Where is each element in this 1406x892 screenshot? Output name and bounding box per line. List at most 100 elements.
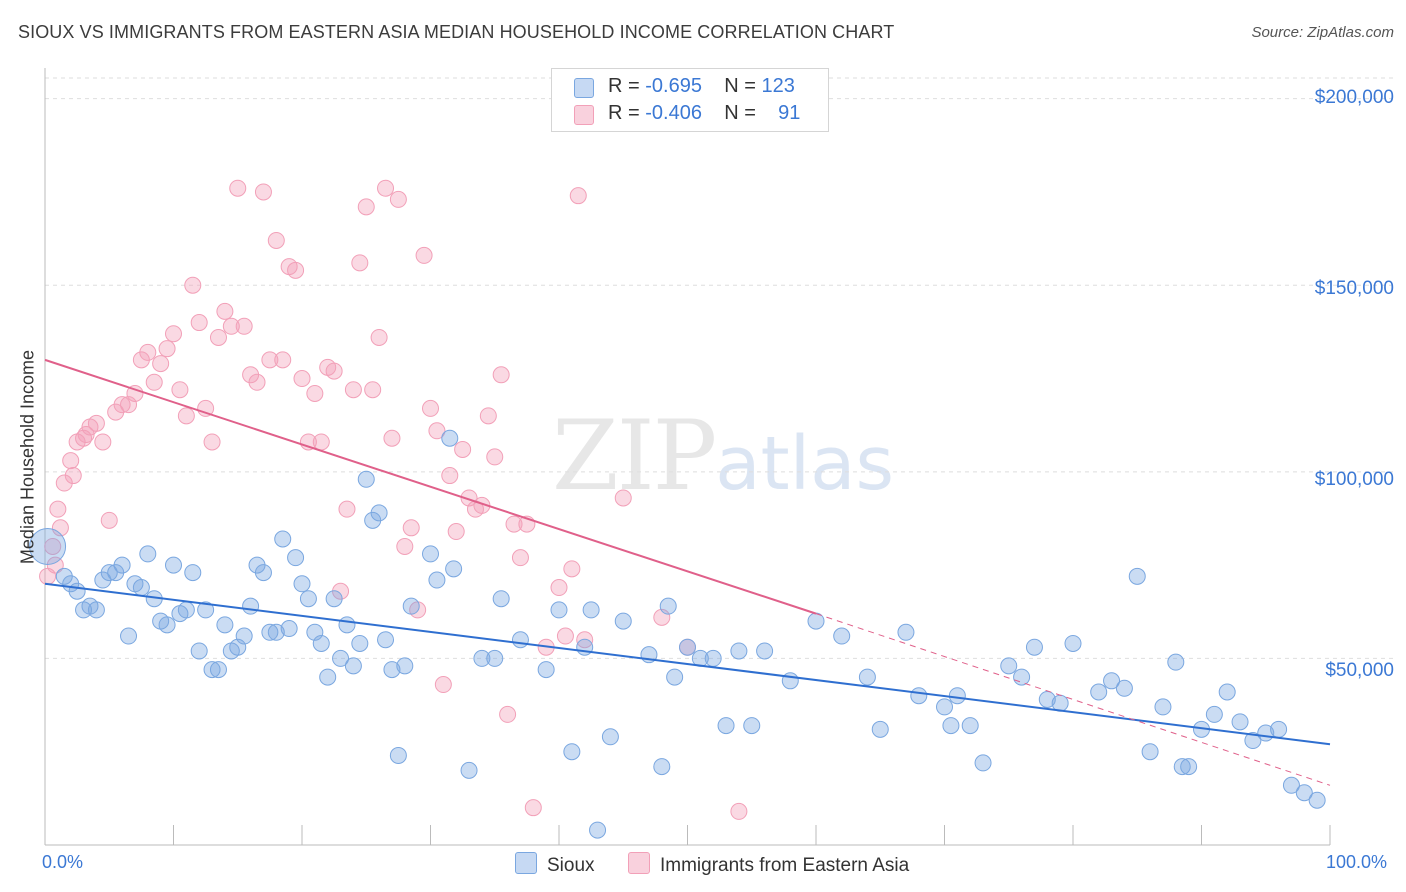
immigrants-point — [158, 340, 176, 358]
sioux-point — [511, 631, 529, 649]
immigrants-point — [46, 556, 64, 574]
sioux-point — [312, 634, 330, 652]
sioux-trend-line — [44, 582, 1331, 746]
immigrants-point — [447, 523, 465, 541]
sioux-point — [396, 657, 414, 675]
sioux-point — [165, 556, 182, 574]
sioux-point — [139, 545, 157, 563]
sioux-point — [910, 687, 928, 705]
sioux-point — [1090, 683, 1108, 701]
sioux-point — [756, 642, 774, 660]
sioux-point — [582, 601, 600, 619]
immigrants-point — [550, 579, 568, 597]
sioux-point — [1244, 732, 1262, 750]
sioux-point — [344, 657, 362, 675]
immigrants-point — [44, 537, 62, 555]
sioux-point — [833, 627, 851, 645]
sioux-point — [948, 687, 966, 705]
immigrants-point — [524, 799, 542, 817]
immigrants-point — [152, 355, 170, 373]
sioux-point — [190, 642, 208, 660]
sioux-point — [351, 634, 369, 652]
sioux-points — [29, 429, 1326, 839]
immigrants-point — [87, 414, 105, 432]
sioux-point — [377, 631, 395, 649]
sioux-point — [325, 590, 343, 608]
immigrants-point — [486, 448, 504, 466]
immigrants-point — [499, 705, 517, 723]
sioux-point — [203, 661, 221, 679]
sioux-point — [460, 761, 478, 779]
immigrants-point — [492, 366, 510, 384]
immigrants-point — [556, 627, 574, 645]
sioux-point — [402, 597, 420, 615]
immigrants-point — [126, 384, 144, 402]
legend-n-label-immigrants: N = — [724, 102, 756, 124]
sioux-point — [422, 545, 439, 563]
sioux-point — [1180, 758, 1198, 776]
sioux-point — [338, 616, 356, 634]
sioux-point — [177, 601, 195, 619]
legend-n-value-immigrants: 91 — [778, 102, 801, 124]
sioux-point — [653, 758, 671, 776]
axes — [44, 68, 1331, 846]
immigrants-point — [422, 399, 439, 417]
sioux-point — [1173, 758, 1191, 776]
sioux-point — [1270, 720, 1288, 738]
immigrants-point — [209, 328, 227, 346]
immigrants-point — [274, 351, 292, 369]
sioux-point — [1205, 705, 1223, 723]
immigrants-point — [364, 381, 382, 399]
immigrants-point — [511, 549, 529, 567]
sioux-point — [1128, 567, 1146, 585]
sioux-point — [68, 582, 86, 600]
immigrants-point — [203, 433, 221, 451]
legend-r-value-immigrants: -0.406 — [645, 102, 702, 124]
immigrants-point — [254, 183, 272, 201]
immigrants-point — [344, 381, 362, 399]
immigrants-point — [434, 676, 452, 694]
sioux-point — [1231, 713, 1249, 731]
sioux-point — [492, 590, 510, 608]
immigrants-point — [100, 511, 118, 529]
sioux-point — [383, 661, 401, 679]
immigrants-point — [222, 317, 240, 335]
immigrants-point — [396, 537, 414, 555]
sioux-point — [242, 597, 260, 615]
immigrants-point — [325, 362, 343, 380]
immigrants-point — [383, 429, 401, 447]
immigrants-point — [171, 381, 189, 399]
sioux-point — [942, 717, 960, 735]
sioux-point — [197, 601, 215, 619]
bottom-legend-immigrants: Immigrants from Eastern Asia — [628, 852, 909, 877]
sioux-point — [274, 530, 292, 548]
sioux-point — [717, 717, 735, 735]
sioux-point — [1282, 776, 1300, 794]
immigrants-point — [338, 500, 356, 518]
y-tick-50000: $50,000 — [1325, 660, 1394, 681]
sioux-point — [614, 612, 632, 630]
sioux-point — [261, 623, 279, 641]
immigrants-point — [267, 231, 285, 249]
immigrants-swatch — [574, 105, 594, 125]
sioux-point — [441, 429, 459, 447]
legend-r-value-sioux: -0.695 — [645, 75, 702, 97]
sioux-point — [254, 564, 272, 582]
watermark-atlas: atlas — [715, 421, 895, 507]
immigrants-point — [165, 325, 182, 343]
sioux-point — [1025, 638, 1043, 656]
sioux-point — [871, 720, 889, 738]
immigrants-point — [576, 631, 594, 649]
sioux-point — [1154, 698, 1172, 716]
immigrants-point — [139, 343, 157, 361]
sioux-point — [659, 597, 677, 615]
immigrants-points — [39, 179, 748, 820]
sioux-point — [113, 556, 131, 574]
sioux-point — [666, 668, 684, 686]
sioux-point — [209, 661, 227, 679]
immigrants-point — [77, 426, 95, 444]
sioux-point — [120, 627, 138, 645]
y-tick-100000: $100,000 — [1314, 469, 1394, 490]
sioux-point — [445, 560, 463, 578]
legend-n-value-sioux: 123 — [761, 75, 795, 97]
